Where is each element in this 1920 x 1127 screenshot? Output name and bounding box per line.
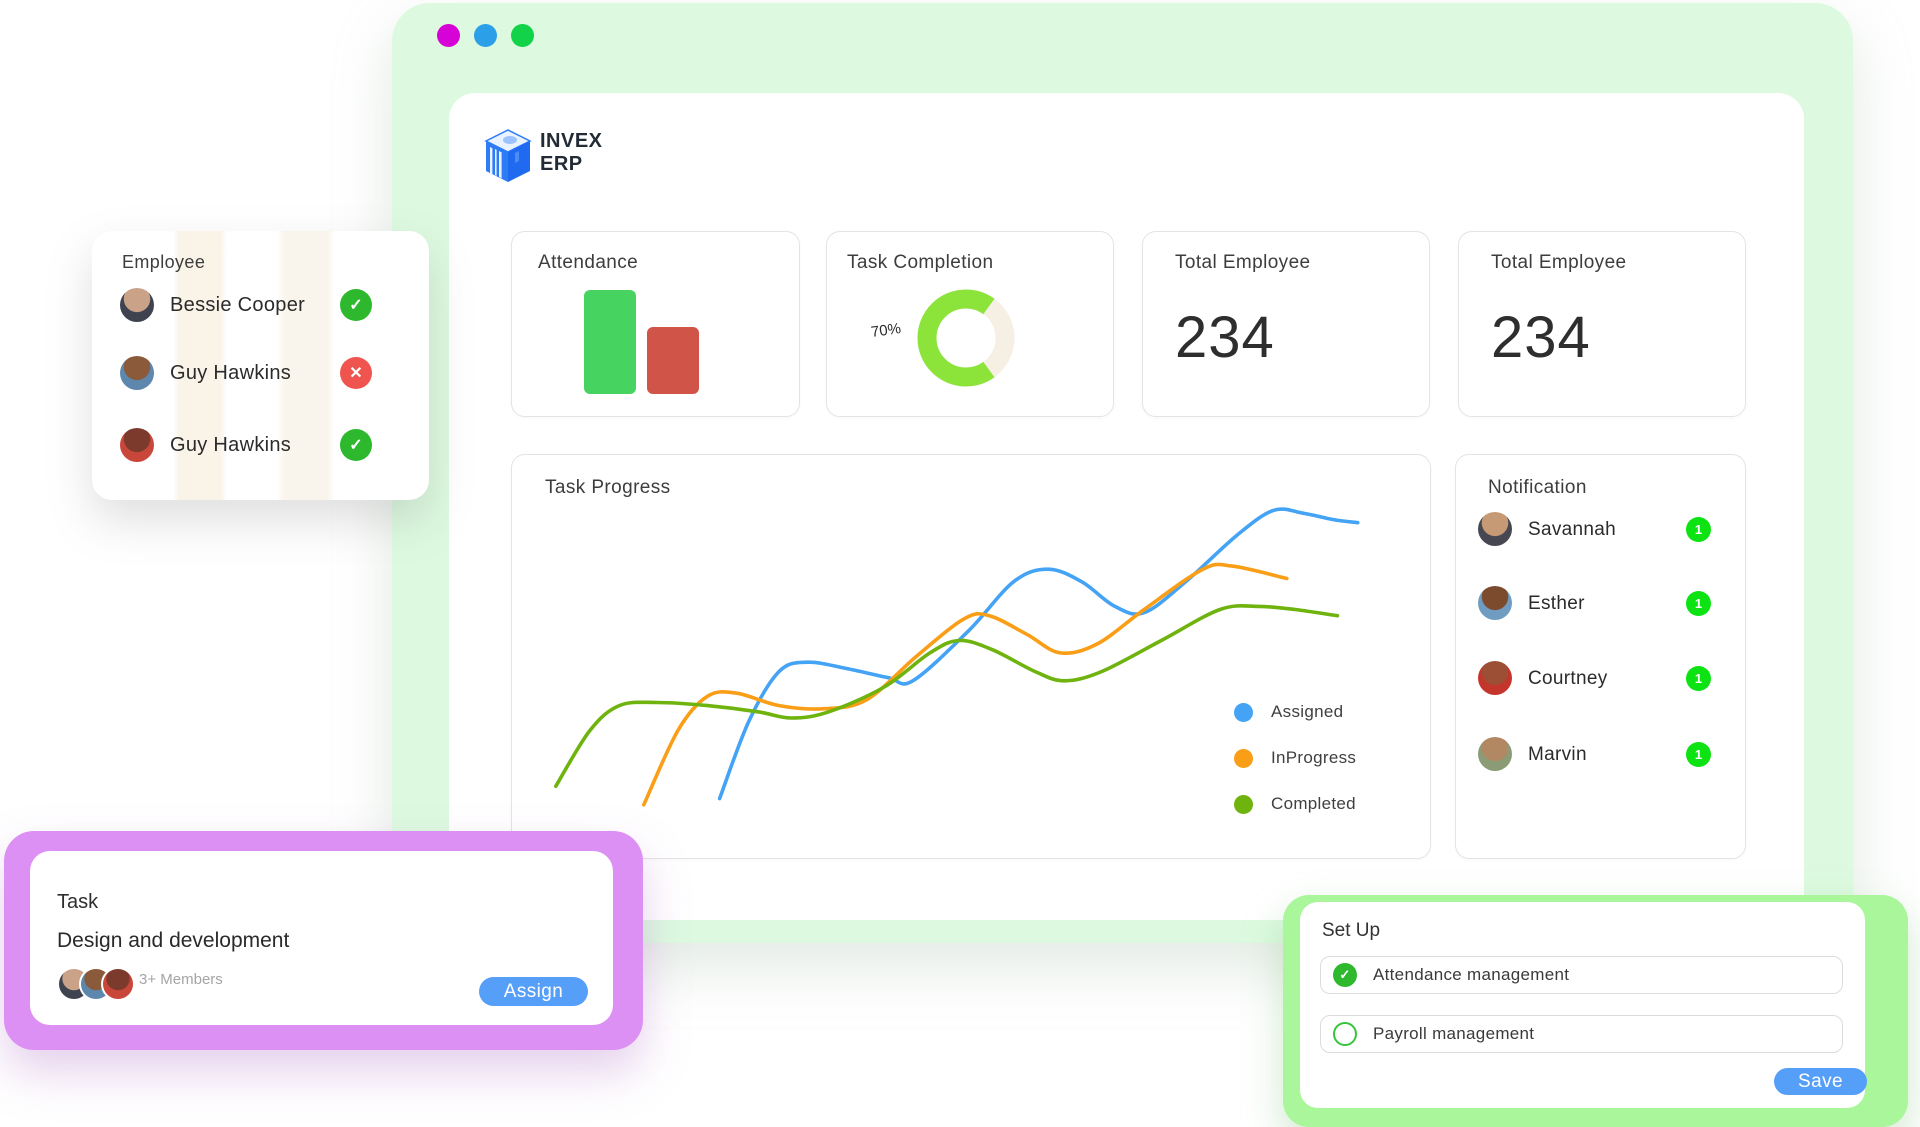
task-popup-subtitle: Design and development [57, 929, 290, 952]
assign-button[interactable]: Assign [479, 977, 588, 1006]
setup-popup-body: Set Up ✓ Attendance management Payroll man… [1300, 902, 1867, 1108]
logo-line2: ERP [540, 153, 583, 175]
task-progress-title: Task Progress [545, 477, 671, 498]
attendance-card: Attendance [511, 231, 800, 417]
task-completion-card: Task Completion 70% [826, 231, 1114, 417]
notification-row[interactable]: Courtney 1 [1456, 661, 1745, 697]
total-employee-title-1: Total Employee [1175, 252, 1311, 273]
logo-text: INVEX ERP [540, 130, 603, 176]
employee-row[interactable]: Guy Hawkins ✕ [92, 356, 429, 392]
total-employee-value-2: 234 [1491, 305, 1591, 370]
series-line-completed [554, 604, 1340, 788]
notification-card: Notification Savannah 1 Esther 1 Courtney 1 Ma… [1455, 454, 1746, 859]
avatar [101, 967, 135, 1001]
completed-legend-dot [1234, 794, 1253, 814]
total-employee-card-1: Total Employee 234 [1142, 231, 1430, 417]
avatar [120, 428, 154, 462]
setup-title: Set Up [1322, 920, 1381, 941]
invex-cube-logo-icon [484, 129, 532, 182]
checked-circle-icon[interactable]: ✓ [1333, 963, 1357, 987]
legend-item-completed: Completed [1234, 794, 1356, 814]
avatar [1478, 661, 1512, 695]
assigned-legend-dot [1234, 702, 1253, 722]
logo-line1: INVEX [540, 130, 603, 152]
setup-popup: Set Up ✓ Attendance management Payroll man… [1283, 895, 1908, 1127]
avatar [120, 356, 154, 390]
attendance-bar-present [584, 290, 636, 394]
notification-count-badge[interactable]: 1 [1686, 742, 1711, 767]
employee-name: Guy Hawkins [170, 434, 292, 456]
employee-row[interactable]: Bessie Cooper ✓ [92, 288, 429, 324]
status-check-icon[interactable]: ✓ [340, 429, 372, 461]
employee-name: Bessie Cooper [170, 294, 306, 316]
notification-name: Esther [1528, 593, 1585, 614]
window-control-blue[interactable] [474, 24, 497, 47]
series-line-assigned [717, 507, 1360, 801]
task-popup-title: Task [57, 891, 99, 913]
legend-label: Assigned [1271, 702, 1344, 721]
setup-option-label: Payroll management [1373, 1024, 1535, 1043]
unchecked-circle-icon[interactable] [1333, 1022, 1357, 1046]
status-cross-icon[interactable]: ✕ [340, 357, 372, 389]
task-popup-body: Task Design and development 3+ Members A… [30, 851, 613, 1025]
total-employee-card-2: Total Employee 234 [1458, 231, 1746, 417]
avatar [1478, 737, 1512, 771]
legend-label: Completed [1271, 794, 1356, 813]
notification-name: Savannah [1528, 519, 1616, 540]
task-completion-title: Task Completion [847, 252, 994, 273]
setup-option-1[interactable]: ✓ Attendance management [1320, 956, 1843, 994]
status-check-icon[interactable]: ✓ [340, 289, 372, 321]
avatar [1478, 586, 1512, 620]
attendance-title: Attendance [538, 252, 639, 273]
legend-label: InProgress [1271, 748, 1357, 767]
task-members-label: 3+ Members [139, 971, 223, 988]
notification-count-badge[interactable]: 1 [1686, 517, 1711, 542]
avatar [120, 288, 154, 322]
employee-popup-title: Employee [122, 252, 206, 272]
save-button[interactable]: Save [1774, 1068, 1867, 1095]
task-completion-donut [917, 289, 1015, 387]
setup-option-label: Attendance management [1373, 965, 1570, 984]
setup-option-2[interactable]: Payroll management [1320, 1015, 1843, 1053]
notification-count-badge[interactable]: 1 [1686, 666, 1711, 691]
employee-popup: Employee Bessie Cooper ✓ Guy Hawkins ✕ Guy H… [92, 231, 429, 500]
inprogress-legend-dot [1234, 748, 1253, 768]
employee-row[interactable]: Guy Hawkins ✓ [92, 428, 429, 464]
series-line-inprogress [642, 562, 1289, 807]
task-progress-line-chart [554, 507, 1360, 807]
legend-item-inprogress: InProgress [1234, 748, 1356, 768]
notification-name: Marvin [1528, 744, 1587, 765]
notification-row[interactable]: Esther 1 [1456, 586, 1745, 622]
notification-title: Notification [1488, 477, 1587, 498]
notification-row[interactable]: Savannah 1 [1456, 512, 1745, 548]
total-employee-title-2: Total Employee [1491, 252, 1627, 273]
window-control-green[interactable] [511, 24, 534, 47]
notification-count-badge[interactable]: 1 [1686, 591, 1711, 616]
total-employee-value-1: 234 [1175, 305, 1275, 370]
task-assign-popup: Task Design and development 3+ Members A… [4, 831, 643, 1050]
task-progress-card: Task Progress Assigned InProgress Complete… [511, 454, 1431, 859]
window-control-magenta[interactable] [437, 24, 460, 47]
notification-name: Courtney [1528, 668, 1608, 689]
employee-name: Guy Hawkins [170, 362, 292, 384]
legend-item-assigned: Assigned [1234, 702, 1343, 722]
task-completion-percent: 70% [869, 319, 903, 342]
notification-row[interactable]: Marvin 1 [1456, 737, 1745, 773]
attendance-bar-absent [647, 327, 699, 394]
avatar [1478, 512, 1512, 546]
